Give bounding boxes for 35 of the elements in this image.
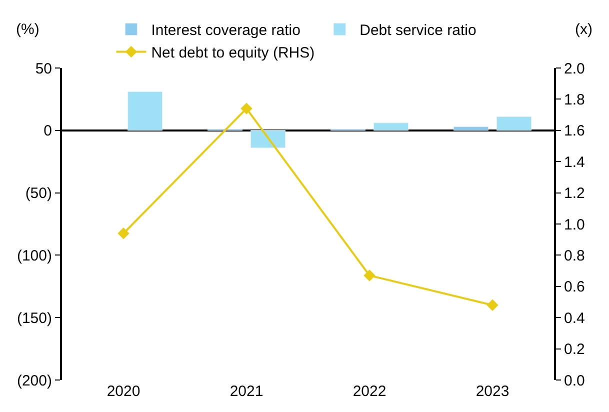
y-tick-label: 50	[35, 60, 52, 78]
point	[118, 228, 130, 240]
y2-tick-label: 1.2	[564, 185, 585, 202]
point	[240, 102, 252, 114]
bar	[128, 91, 162, 131]
y-tick-label: (200)	[16, 372, 52, 390]
bar	[374, 122, 408, 131]
y-axis-title: (%)	[16, 21, 40, 38]
legend-label: Interest coverage ratio	[151, 22, 300, 40]
y2-tick-label: 1.8	[564, 91, 585, 108]
y2-tick-label: 2.0	[564, 60, 585, 78]
x-tick-label: 2023	[476, 383, 510, 400]
y2-tick-label: 1.0	[564, 216, 585, 234]
y-tick-label: (50)	[25, 185, 52, 202]
x-tick-label: 2022	[352, 383, 386, 400]
y2-tick-label: 1.6	[564, 122, 585, 140]
y2-tick-label: 0.8	[564, 247, 585, 264]
legend-label: Debt service ratio	[360, 22, 476, 40]
y2-tick-label: 0.4	[564, 310, 585, 327]
bar	[496, 116, 532, 131]
bar	[250, 130, 286, 148]
y-tick-label: (100)	[16, 247, 52, 264]
y-tick-label: 0	[44, 122, 52, 140]
bar	[454, 126, 488, 131]
point	[364, 270, 376, 282]
y2-tick-label: 0.0	[564, 372, 585, 390]
legend-label: Net debt to equity (RHS)	[151, 44, 315, 62]
x-tick-label: 2020	[106, 383, 140, 400]
y2-tick-label: 1.4	[564, 154, 585, 171]
y2-tick-label: 0.6	[564, 278, 585, 296]
point	[486, 299, 498, 311]
y-tick-label: (150)	[16, 310, 52, 327]
y2-axis-title: (x)	[575, 21, 592, 38]
x-tick-label: 2021	[230, 383, 264, 400]
y2-tick-label: 0.2	[564, 341, 585, 358]
